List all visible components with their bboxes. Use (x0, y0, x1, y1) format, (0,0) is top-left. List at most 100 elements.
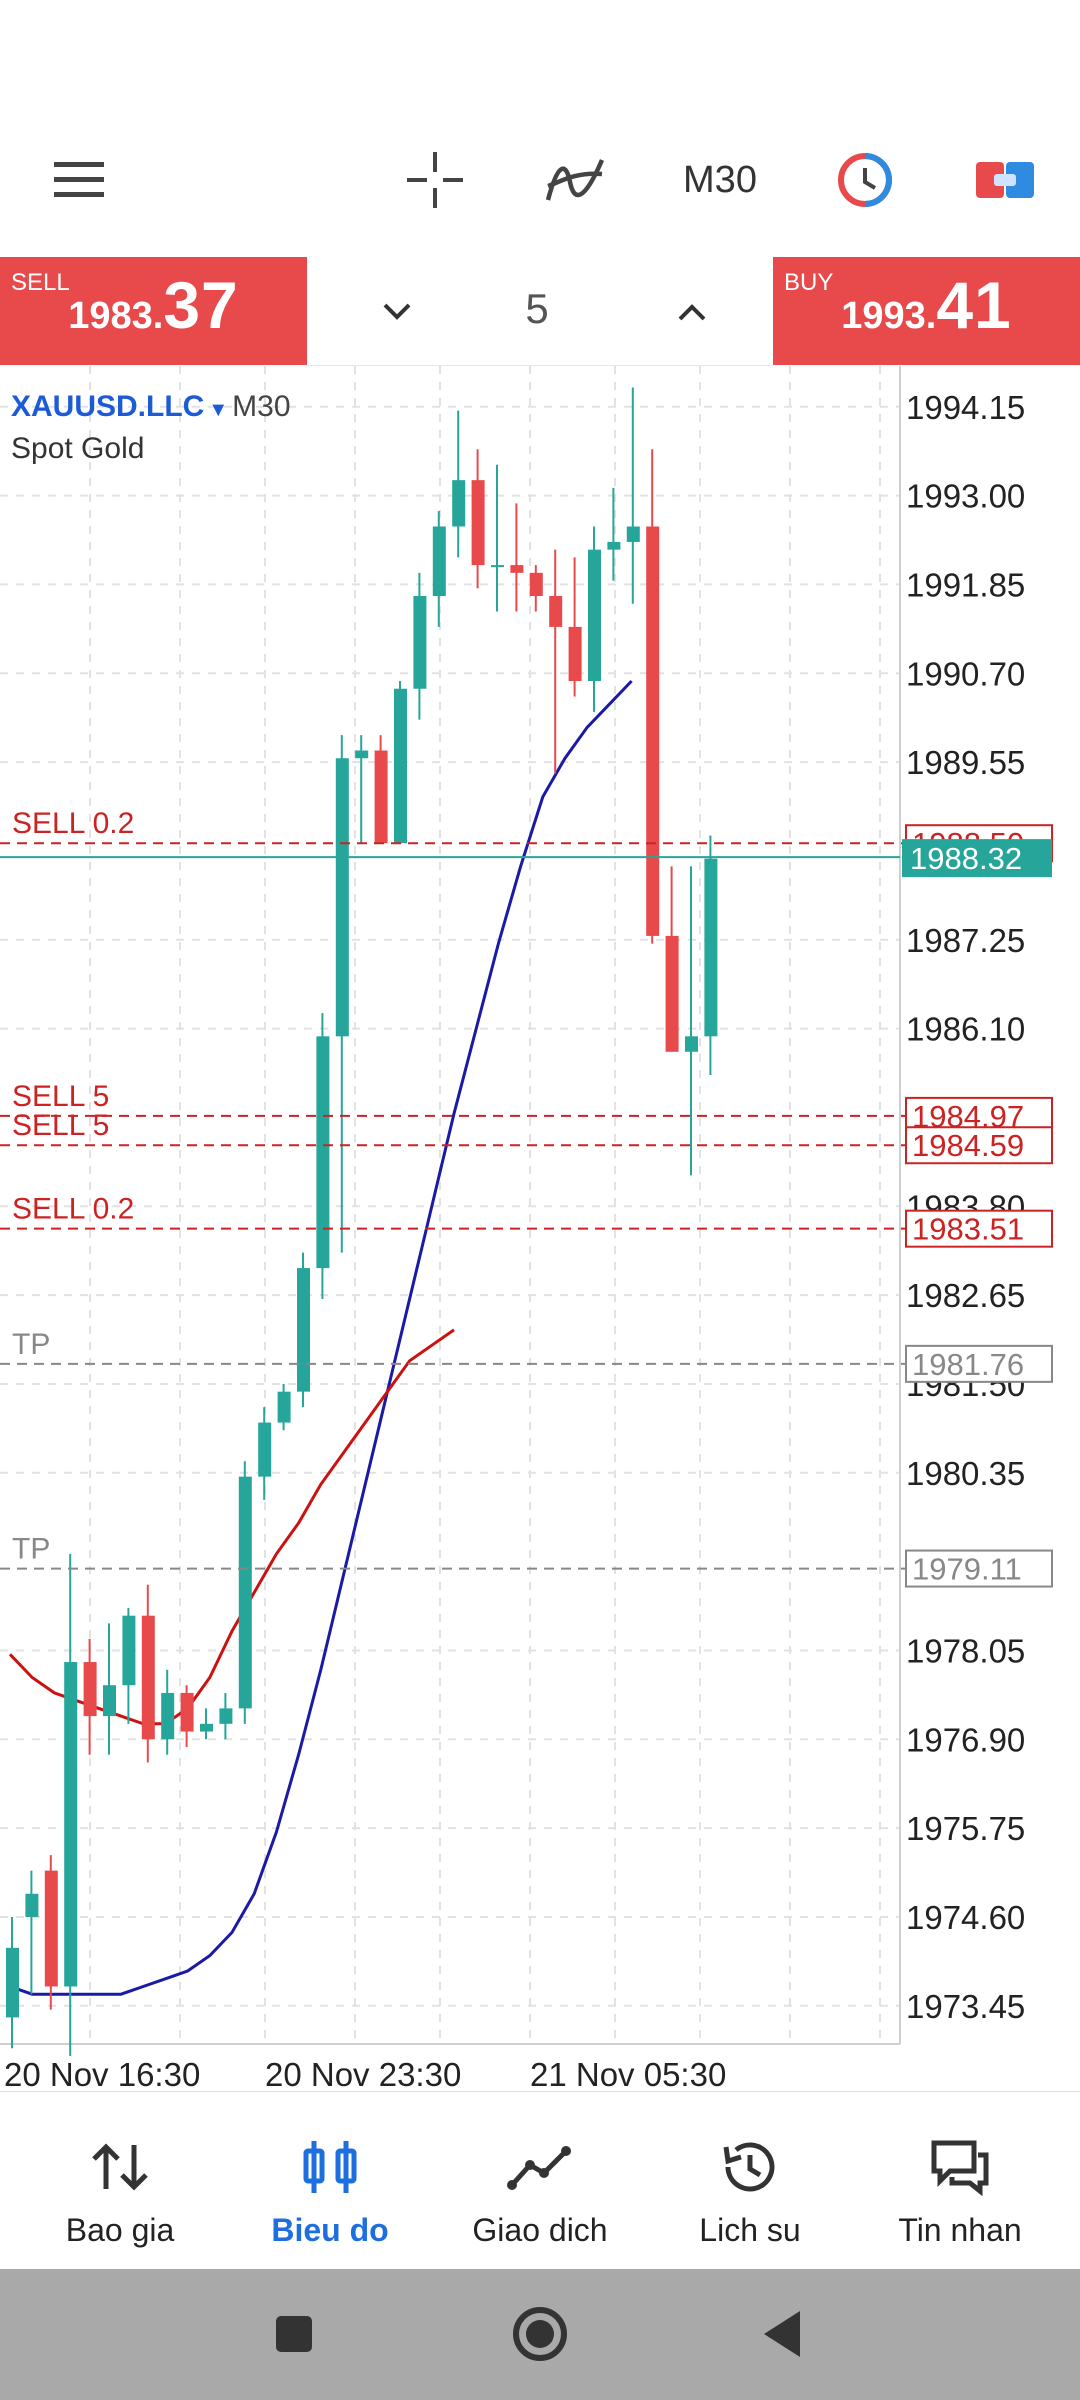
hamburger-menu-icon[interactable] (40, 120, 120, 240)
candle-body (161, 1692, 175, 1740)
candle-body (626, 526, 640, 542)
time-axis-label: 20 Nov 23:30 (265, 2056, 461, 2089)
candle-body (25, 1893, 39, 1917)
price-axis-label: 1994.15 (906, 389, 1025, 426)
nav-label-quotes: Bao gia (65, 2212, 175, 2248)
candle-body (64, 1662, 78, 1987)
order-price-tag-box (905, 1344, 1053, 1383)
candle-body (122, 1615, 136, 1686)
price-axis-label: 1989.55 (906, 744, 1025, 781)
price-chart[interactable]: 1994.15 1993.00 1991.85 1990.70 1989.55 1987.… (0, 366, 1080, 2089)
candle-body (180, 1692, 194, 1732)
symbol-description: Spot Gold (11, 432, 145, 465)
volume-decrease-button[interactable] (357, 277, 437, 347)
candle-body (355, 750, 369, 759)
order-price-tag-box (905, 1549, 1053, 1588)
chart-candles-icon (303, 2141, 357, 2193)
candle-body (646, 526, 660, 936)
price-axis-label: 1973.45 (906, 1988, 1025, 2025)
symbol-name: XAUUSD.LLC (11, 390, 205, 423)
buy-price-main: 1993. (841, 295, 937, 337)
nav-history[interactable]: Lich su (642, 2092, 858, 2270)
theme-toggle-icon[interactable] (825, 120, 905, 240)
price-axis-label: 1976.90 (906, 1721, 1025, 1758)
current-price-tag: 1988.32 (910, 841, 1022, 876)
sell-button[interactable]: SELL 1983.37 (0, 257, 307, 365)
candle-body (83, 1662, 97, 1717)
candle-body (374, 750, 388, 844)
candle-body (277, 1391, 291, 1423)
candle-body (258, 1422, 272, 1477)
candle-body (394, 688, 407, 844)
indicator-icon[interactable] (535, 120, 615, 240)
candle-body (316, 1036, 330, 1269)
order-line-label: SELL 0.2 (12, 1193, 134, 1226)
system-navigation-bar (0, 2269, 1080, 2400)
sell-price: 1983.37 (0, 267, 307, 343)
volume-value[interactable]: 5 (525, 285, 549, 332)
candle-body (471, 480, 485, 566)
candle-body (549, 596, 563, 627)
timeframe-button[interactable]: M30 (683, 158, 757, 201)
candle-body (200, 1723, 213, 1732)
order-price-tag: 1981.76 (912, 1347, 1024, 1382)
current-price-tag-box (902, 839, 1052, 878)
candle-body (44, 1870, 58, 1987)
candle-body (704, 858, 718, 1037)
order-price-tag: 1983.51 (912, 1212, 1024, 1247)
chart-canvas[interactable]: 1994.15 1993.00 1991.85 1990.70 1989.55 1987.… (0, 366, 1080, 2089)
candle-body (432, 526, 446, 597)
price-axis-label: 1978.05 (906, 1632, 1025, 1669)
candle-body (510, 565, 524, 573)
trade-line-icon (507, 2146, 571, 2190)
price-axis-label: 1974.60 (906, 1899, 1025, 1936)
order-line-label: TP (12, 1328, 50, 1361)
order-line-label: SELL 5 (12, 1109, 109, 1142)
back-icon[interactable] (742, 2299, 822, 2369)
candle-body (452, 480, 466, 527)
nav-label-messages: Tin nhan (898, 2212, 1022, 2248)
trade-panel: SELL 1983.37 5 BUY 1993.41 (0, 257, 1080, 367)
order-line-label: SELL 5 (12, 1080, 109, 1113)
candle-body (238, 1476, 252, 1709)
candle-body (297, 1268, 310, 1392)
candle-body (141, 1615, 155, 1740)
volume-selector: 5 (307, 257, 773, 367)
order-line-label: SELL 0.2 (12, 807, 134, 840)
sell-label: SELL (11, 269, 70, 296)
buy-price-big: 41 (936, 268, 1012, 342)
symbol-selector[interactable]: XAUUSD.LLC ▼ M30 (11, 390, 291, 424)
order-price-tag-box (905, 1209, 1053, 1248)
candle-body (665, 935, 679, 1052)
nav-label-trade: Giao dich (472, 2212, 608, 2248)
order-price-tag: 1979.11 (912, 1552, 1022, 1587)
color-scheme-icon[interactable] (965, 120, 1045, 240)
nav-label-history: Lich su (699, 2212, 801, 2248)
nav-messages[interactable]: Tin nhan (852, 2092, 1068, 2270)
buy-button[interactable]: BUY 1993.41 (773, 257, 1080, 365)
buy-price: 1993.41 (773, 267, 1080, 343)
candle-body (413, 596, 427, 689)
home-icon[interactable] (500, 2299, 580, 2369)
buy-label: BUY (784, 269, 834, 296)
history-icon (723, 2142, 775, 2192)
candle-body (219, 1708, 233, 1724)
candle-body (588, 549, 601, 681)
price-axis-label: 1993.00 (906, 478, 1025, 515)
nav-quotes[interactable]: Bao gia (12, 2092, 228, 2270)
nav-trade[interactable]: Giao dich (432, 2092, 648, 2270)
crosshair-icon[interactable] (395, 120, 475, 240)
sell-price-main: 1983. (68, 295, 164, 337)
order-price-tag-box (905, 1126, 1053, 1165)
price-axis-label: 1982.65 (906, 1277, 1025, 1314)
recent-apps-icon[interactable] (254, 2299, 334, 2369)
candle-body (491, 565, 504, 568)
volume-increase-button[interactable] (652, 277, 732, 347)
quotes-arrows-icon (92, 2143, 148, 2191)
nav-chart[interactable]: Bieu do (222, 2092, 438, 2270)
symbol-dropdown-icon: ▼ (208, 399, 229, 421)
price-axis-label: 1986.10 (906, 1011, 1025, 1048)
price-axis-label: 1990.70 (906, 655, 1025, 692)
order-price-tag: 1984.59 (912, 1128, 1024, 1163)
candle-body (568, 626, 582, 681)
